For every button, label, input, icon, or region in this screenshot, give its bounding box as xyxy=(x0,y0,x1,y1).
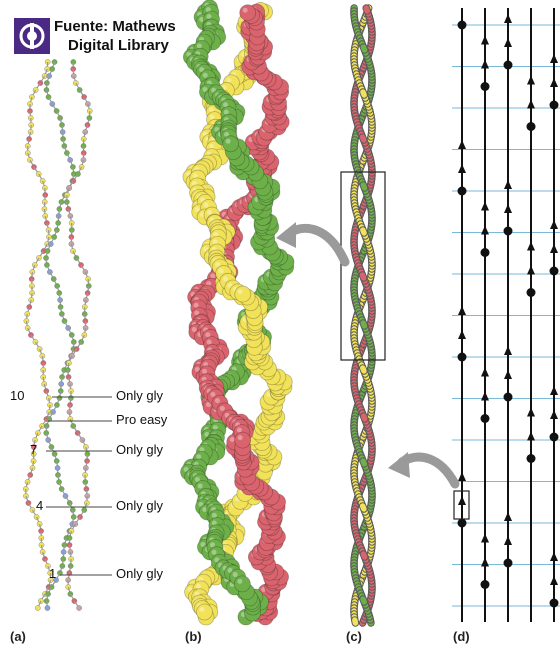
residue-label-pro: Pro easy xyxy=(116,412,168,427)
library-logo-icon xyxy=(14,18,50,54)
source-credit-line2: Digital Library xyxy=(68,37,169,54)
panel-label-a: (a) xyxy=(10,629,26,644)
residue-label-7: Only gly xyxy=(116,442,163,457)
residue-leader-lines xyxy=(46,396,112,576)
residue-number-1: 1 xyxy=(49,566,57,581)
panel-label-c: (c) xyxy=(346,629,362,644)
residue-number-10: 10 xyxy=(10,388,25,403)
panel-c-ribbon-helix xyxy=(350,4,376,627)
zoom-arrow-c-to-b xyxy=(283,223,350,267)
panel-a-ball-stick xyxy=(22,59,93,611)
panel-label-b: (b) xyxy=(185,629,202,644)
residue-number-4: 4 xyxy=(36,498,44,513)
zoom-arrow-head-c-to-b xyxy=(276,222,296,248)
zoom-box-d xyxy=(453,490,470,520)
residue-label-1: Only gly xyxy=(116,566,163,581)
source-credit-line1: Fuente: Mathews xyxy=(54,18,176,35)
zoom-box-c xyxy=(340,171,386,361)
residue-label-4: Only gly xyxy=(116,498,163,513)
zoom-arrow-head-d-to-c xyxy=(388,452,410,478)
residue-number-7: 7 xyxy=(30,442,38,457)
panel-d-fibril-array xyxy=(452,8,560,622)
residue-label-10: Only gly xyxy=(116,388,163,403)
source-credit: Fuente: Mathews Digital Library xyxy=(54,17,176,55)
panel-b-space-filling xyxy=(180,0,295,626)
panel-label-d: (d) xyxy=(453,629,470,644)
zoom-arrow-d-to-c xyxy=(397,452,460,489)
